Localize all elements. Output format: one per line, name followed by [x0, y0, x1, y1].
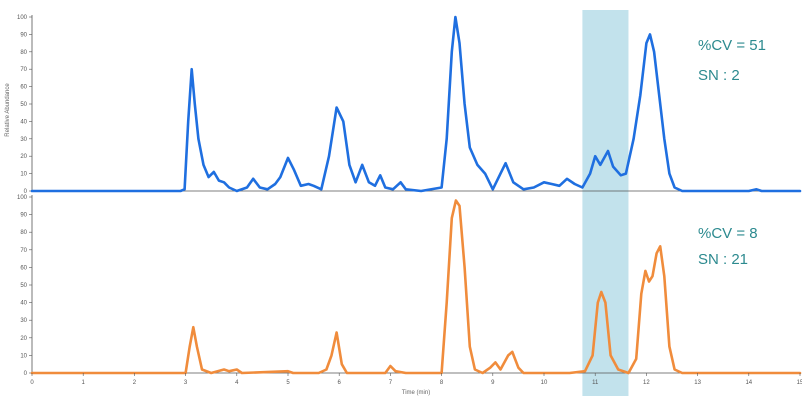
- x-tick-label: 9: [491, 380, 495, 386]
- y-tick-label: 10: [20, 172, 27, 178]
- x-tick-label: 10: [541, 380, 548, 386]
- bottom-panel: 0 10 20 30 40 50 60 70 80 90 100: [17, 195, 802, 377]
- x-tick-label: 14: [745, 380, 752, 386]
- y-tick-label: 40: [20, 301, 27, 307]
- y-tick-label: 70: [20, 248, 27, 254]
- x-tick-label: 8: [440, 380, 444, 386]
- y-tick-label: 30: [20, 318, 27, 324]
- series-line: [30, 199, 802, 375]
- top-cv-annotation: %CV = 51: [698, 37, 766, 54]
- x-tick-label: 4: [235, 380, 239, 386]
- bottom-sn-annotation: SN : 21: [698, 251, 748, 268]
- y-tick-label: 30: [20, 137, 27, 143]
- y-tick-label: 40: [20, 119, 27, 125]
- x-tick-label: 11: [592, 380, 599, 386]
- y-tick-label: 50: [20, 102, 27, 108]
- y-tick-label: 0: [24, 189, 28, 195]
- x-tick-label: 1: [82, 380, 86, 386]
- y-tick-label: 60: [20, 85, 27, 91]
- x-tick-label: 5: [286, 380, 290, 386]
- x-tick-label: 12: [643, 380, 650, 386]
- x-tick-label: 15: [797, 380, 802, 386]
- y-tick-label: 60: [20, 265, 27, 271]
- x-tick-label: 0: [30, 380, 34, 386]
- x-axis: 0 1 2 3 4 5 6 7 8 9 10 11 12 13 14 15: [30, 373, 802, 386]
- y-tick-label: 0: [24, 371, 28, 377]
- top-panel: 0 10 20 30 40 50 60 70 80 90 100: [17, 15, 802, 195]
- x-tick-label: 7: [389, 380, 393, 386]
- series-line: [30, 15, 802, 193]
- y-tick-label: 100: [17, 195, 28, 201]
- y-tick-label: 80: [20, 50, 27, 56]
- y-tick-label: 90: [20, 213, 27, 219]
- x-tick-label: 13: [694, 380, 701, 386]
- x-axis-title: Time (min): [402, 390, 430, 396]
- y-tick-label: 20: [20, 336, 27, 342]
- y-tick-label: 70: [20, 67, 27, 73]
- bottom-cv-annotation: %CV = 8: [698, 225, 758, 242]
- x-tick-label: 6: [338, 380, 342, 386]
- y-tick-label: 90: [20, 32, 27, 38]
- y-tick-label: 10: [20, 353, 27, 359]
- y-axis-title: Relative Abundance: [5, 83, 11, 137]
- top-sn-annotation: SN : 2: [698, 67, 740, 84]
- y-tick-label: 100: [17, 15, 28, 21]
- y-tick-label: 50: [20, 283, 27, 289]
- y-tick-label: 80: [20, 230, 27, 236]
- x-tick-label: 3: [184, 380, 188, 386]
- highlight-region: [582, 10, 629, 396]
- y-tick-label: 20: [20, 154, 27, 160]
- x-tick-label: 2: [133, 380, 137, 386]
